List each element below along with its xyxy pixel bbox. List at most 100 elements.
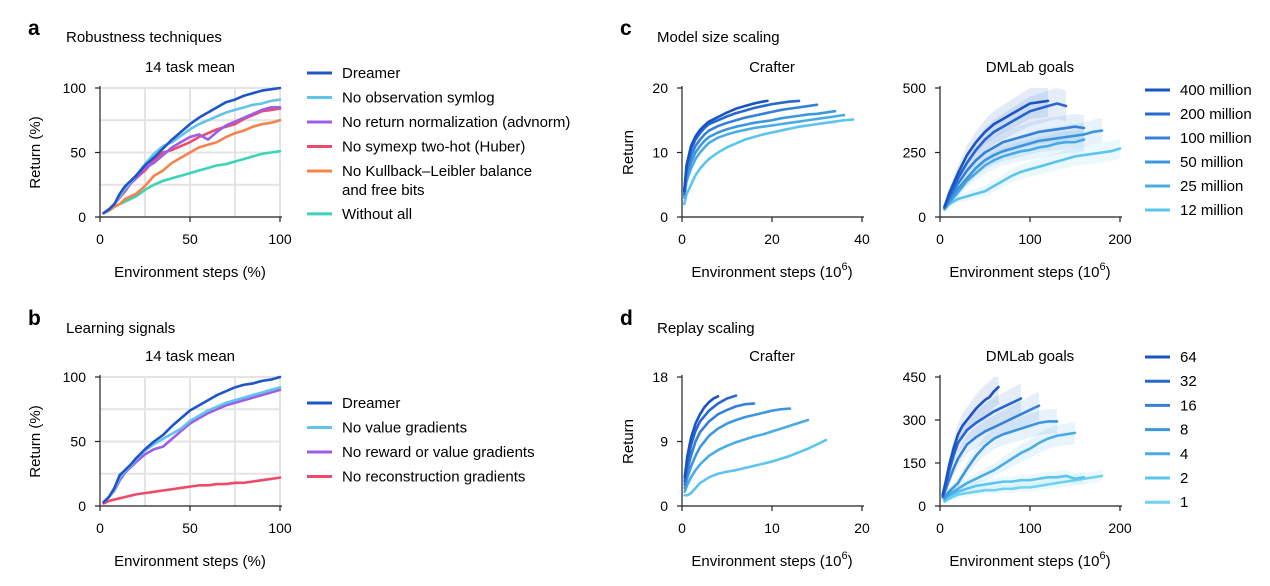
series-band-64 [942,377,999,499]
x-axis-label-close: ) [848,553,853,570]
legend-label: 32 [1180,373,1197,390]
chart-b-learning-signals: 0 50 100 0 50 100 14 task mean Environment step… [27,348,535,570]
y-tick-label: 20 [652,80,668,96]
panel-letter-a: a [28,17,40,40]
series-line-32 [683,394,738,483]
legend-label: 16 [1180,397,1197,414]
series-line-8 [683,407,792,490]
x-tick-label: 0 [936,231,944,247]
x-tick-label: 200 [1108,231,1132,247]
legend-label: 2 [1180,470,1188,487]
chart-d-crafter: 0 10 20 0 9 18 Crafter Environment steps (106) R… [620,348,870,570]
x-axis-label: Environment steps (%) [114,264,266,281]
x-axis-label-close: ) [1106,264,1111,281]
panel-title-c: Model size scaling [657,29,780,46]
x-axis-label: Environment steps (106) [691,550,852,570]
series-line-25-million [682,113,846,199]
legend-label: 200 million [1180,106,1252,123]
x-tick-label: 0 [678,231,686,247]
series-line-no-kullback-leibler-balance-and-free-bits [102,118,282,215]
chart-title: Crafter [749,59,795,76]
x-tick-label: 20 [764,231,780,247]
x-tick-label: 10 [764,520,780,536]
x-tick-label: 50 [182,231,198,247]
series-line-dreamer [102,375,282,504]
chart-d-dmlab: 0 100 200 0 150 300 450 DMLab goals Environment … [903,348,1197,570]
series-band-16 [942,391,1039,501]
x-tick-label: 100 [1018,231,1042,247]
y-tick-label: 450 [903,369,927,385]
x-tick-label: 100 [268,520,292,536]
panel-title-b: Learning signals [66,320,175,337]
series-line-12-million [682,118,855,206]
legend-label: Without all [342,206,412,223]
x-axis-label-close: ) [848,264,853,281]
panel-letter-b: b [28,307,41,330]
y-tick-label: 100 [63,369,87,385]
y-axis-label: Return (%) [27,405,44,478]
series-line-4 [943,431,1077,501]
series-band-200-million [944,88,1066,210]
x-tick-label: 0 [678,520,686,536]
panel-letter-d: d [620,307,633,330]
chart-c-dmlab: 0 100 200 0 250 500 DMLab goals Environment ste… [903,59,1252,281]
legend-label: No value gradients [342,420,467,437]
x-axis-label: Environment steps (106) [691,261,852,281]
series-line-400-million [943,99,1050,208]
panel-title-d: Replay scaling [657,320,755,337]
x-tick-label: 200 [1108,520,1132,536]
series-line-12-million [943,147,1122,211]
series-line-400-million [682,99,769,193]
series-band-8 [944,408,1057,501]
x-axis-label-superscript: 6 [841,261,847,273]
y-axis-label: Return [620,419,637,464]
legend-label: No Kullback–Leibler balance [342,163,532,180]
y-tick-label: 100 [63,80,87,96]
series-line-25-million [943,138,1086,211]
y-tick-label: 9 [660,434,668,450]
series-line-2 [943,474,1086,502]
legend-label: No symexp two-hot (Huber) [342,139,525,156]
x-axis-label: Environment steps (106) [949,261,1110,281]
series-line-2 [683,438,828,497]
x-axis-label: Environment steps (%) [114,553,266,570]
x-tick-label: 40 [854,231,870,247]
series-line-no-value-gradients [102,386,282,504]
legend-label: and free bits [342,182,425,199]
x-axis-label-superscript: 6 [1099,261,1105,273]
series-band-50-million [944,118,1102,212]
y-tick-label: 0 [918,498,926,514]
series-line-dreamer [102,86,282,215]
panel-letter-c: c [620,17,632,40]
series-line-200-million [943,102,1068,208]
y-tick-label: 50 [70,434,86,450]
series-band-32 [942,383,1021,500]
legend-label: 25 million [1180,178,1243,195]
x-tick-label: 0 [96,231,104,247]
legend-label: No reconstruction gradients [342,469,525,486]
y-tick-label: 0 [918,209,926,225]
y-tick-label: 0 [660,498,668,514]
y-tick-label: 500 [903,80,927,96]
chart-title: 14 task mean [145,348,235,365]
y-tick-label: 0 [78,498,86,514]
legend-label: No reward or value gradients [342,444,535,461]
series-band-400-million [944,88,1048,210]
chart-c-crafter: 0 20 40 0 10 20 Crafter Environment steps (106)… [620,59,870,281]
series-band-100-million [944,113,1084,212]
chart-title: Crafter [749,348,795,365]
y-tick-label: 300 [903,412,927,428]
legend-label: 400 million [1180,82,1252,99]
x-tick-label: 100 [1018,520,1042,536]
series-line-8 [943,420,1059,499]
legend-label: No observation symlog [342,90,495,107]
legend-label: 4 [1180,446,1188,463]
legend-label: 64 [1180,349,1197,366]
x-axis-label-superscript: 6 [1099,550,1105,562]
chart-title: DMLab goals [986,59,1074,76]
series-line-64 [941,385,1000,496]
series-line-no-observation-symlog [102,98,282,215]
series-band-25-million [944,128,1084,213]
x-axis-label-close: ) [1106,553,1111,570]
